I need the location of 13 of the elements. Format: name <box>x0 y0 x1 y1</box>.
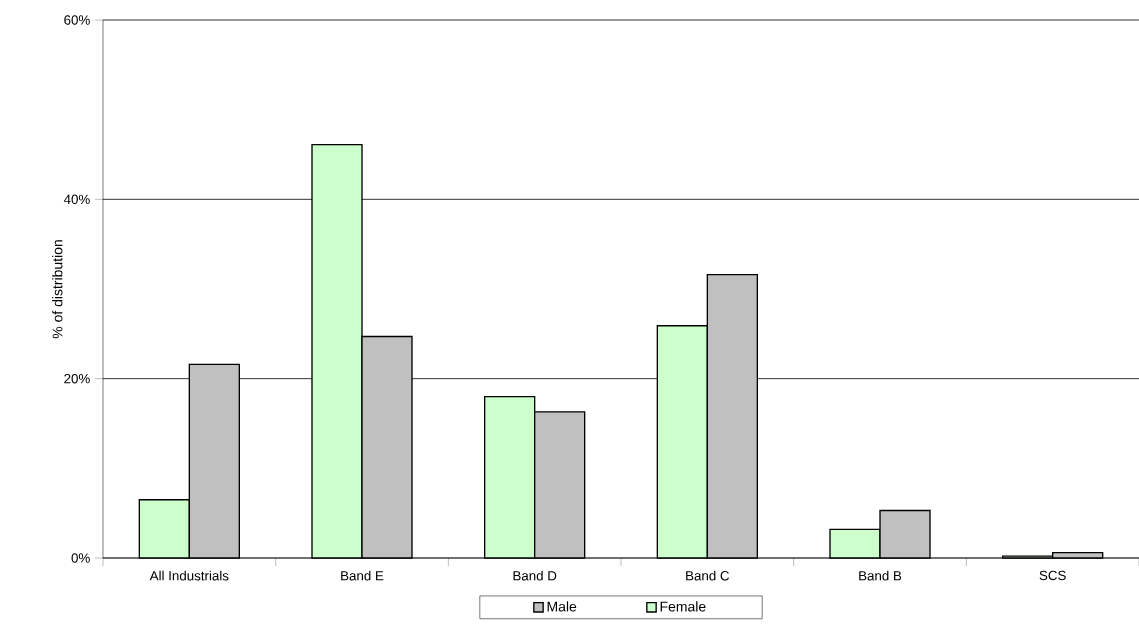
legend-label: Male <box>547 601 577 612</box>
y-axis-title: % of distribution <box>52 240 63 339</box>
x-tick-label: SCS <box>1039 570 1066 581</box>
y-tick-label: 40% <box>63 194 90 205</box>
x-tick-label: All Industrials <box>149 570 229 581</box>
y-tick-label: 60% <box>64 15 90 25</box>
legend-label: Female <box>660 601 706 612</box>
x-tick-label: Band C <box>686 570 730 581</box>
x-tick-label: Band D <box>513 570 557 581</box>
y-tick-label: 0% <box>71 553 90 563</box>
y-tick-label: 20% <box>64 373 90 384</box>
x-tick-label: Band E <box>341 570 384 581</box>
x-tick-label: Band B <box>859 570 902 581</box>
